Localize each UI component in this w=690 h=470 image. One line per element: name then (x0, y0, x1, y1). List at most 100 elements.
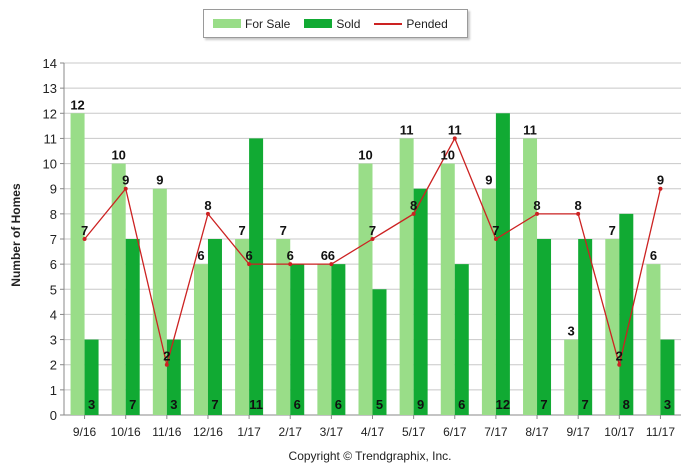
data-label-pended: 11 (448, 122, 462, 137)
bar-for-sale (440, 163, 455, 415)
bar-for-sale (358, 163, 373, 415)
data-label-sold: 9 (417, 397, 424, 412)
data-label-pended: 9 (657, 173, 664, 188)
legend-item-pended: Pended (374, 16, 448, 31)
y-tick-label: 14 (43, 56, 57, 71)
data-label-sold: 7 (211, 397, 218, 412)
data-label-pended: 9 (122, 173, 129, 188)
x-tick-label: 10/17 (604, 425, 634, 439)
x-tick-label: 3/17 (320, 425, 344, 439)
bar-sold (290, 264, 305, 415)
y-tick-label: 7 (50, 232, 57, 247)
data-label-for-sale: 7 (609, 223, 616, 238)
legend-label-sold: Sold (336, 16, 361, 31)
data-label-sold: 6 (458, 397, 465, 412)
y-tick-label: 2 (50, 358, 57, 373)
data-label-for-sale: 6 (321, 248, 328, 263)
point-pended (452, 136, 457, 141)
y-tick-label: 13 (43, 81, 57, 96)
legend-item-for-sale: For Sale (213, 17, 290, 31)
y-tick-label: 3 (50, 333, 57, 348)
point-pended (370, 237, 375, 241)
bar-for-sale (605, 239, 620, 415)
y-tick-label: 9 (50, 182, 57, 197)
legend-label-pended: Pended (406, 16, 448, 31)
x-tick-label: 9/16 (73, 425, 97, 439)
bar-sold (537, 239, 552, 415)
bar-sold (249, 138, 264, 415)
data-label-pended: 8 (204, 198, 211, 213)
bar-for-sale (481, 188, 496, 415)
data-label-sold: 6 (294, 397, 301, 412)
y-tick-label: 4 (50, 307, 57, 322)
point-pended (535, 211, 540, 216)
point-pended (123, 186, 128, 191)
data-label-pended: 6 (245, 248, 252, 263)
bar-for-sale (646, 264, 661, 415)
y-tick-label: 11 (44, 131, 58, 146)
y-tick-label: 1 (50, 383, 57, 398)
data-label-sold: 7 (129, 397, 136, 412)
y-tick-label: 12 (43, 106, 57, 121)
point-pended (82, 237, 87, 241)
bar-sold (660, 339, 675, 415)
data-label-sold: 12 (496, 397, 510, 412)
point-pended (493, 237, 498, 241)
point-pended (576, 211, 581, 216)
data-label-sold: 8 (623, 397, 630, 412)
data-label-for-sale: 11 (523, 122, 537, 137)
data-label-for-sale: 10 (111, 148, 125, 163)
data-label-pended: 6 (328, 248, 335, 263)
data-label-sold: 7 (540, 397, 547, 412)
data-label-for-sale: 6 (197, 248, 204, 263)
bar-sold (84, 339, 99, 415)
x-tick-label: 1/17 (237, 425, 261, 439)
copyright-footer: Copyright © Trendgraphix, Inc. (288, 449, 452, 463)
x-tick-label: 7/17 (484, 425, 508, 439)
legend-swatch-sold (304, 19, 333, 28)
bar-for-sale (399, 138, 414, 415)
data-label-pended: 6 (287, 248, 294, 263)
bar-sold (331, 264, 346, 415)
point-pended (247, 262, 252, 267)
legend-item-sold: Sold (304, 17, 360, 31)
point-pended (411, 211, 416, 216)
data-label-for-sale: 9 (156, 173, 163, 188)
data-label-sold: 6 (335, 397, 342, 412)
y-tick-label: 10 (43, 157, 57, 172)
bar-for-sale (70, 113, 85, 416)
y-tick-label: 8 (50, 207, 57, 222)
bar-for-sale (317, 264, 332, 415)
data-label-sold: 5 (376, 397, 383, 412)
point-pended (164, 362, 169, 367)
bar-for-sale (193, 264, 208, 415)
data-label-for-sale: 7 (280, 223, 287, 238)
point-pended (617, 362, 622, 367)
data-label-sold: 3 (664, 397, 671, 412)
data-label-for-sale: 10 (358, 148, 372, 163)
y-tick-label: 5 (50, 282, 57, 297)
y-axis-title: Number of Homes (9, 183, 23, 287)
bar-for-sale (111, 163, 126, 415)
data-label-sold: 3 (88, 397, 95, 412)
data-label-pended: 7 (81, 223, 88, 238)
x-tick-label: 8/17 (525, 425, 549, 439)
data-label-for-sale: 6 (650, 248, 657, 263)
data-label-for-sale: 11 (400, 122, 414, 137)
data-label-pended: 8 (410, 198, 417, 213)
y-tick-label: 6 (50, 257, 57, 272)
legend-swatch-for-sale (213, 19, 241, 28)
x-tick-label: 6/17 (443, 425, 467, 439)
x-tick-label: 9/17 (566, 425, 590, 439)
x-tick-label: 10/16 (111, 425, 141, 439)
x-tick-label: 11/17 (646, 425, 675, 439)
bar-sold (495, 113, 510, 416)
bar-sold (454, 264, 469, 415)
x-tick-label: 12/16 (193, 425, 223, 439)
data-label-pended: 2 (163, 349, 170, 364)
point-pended (329, 262, 334, 267)
point-pended (658, 186, 663, 191)
bar-sold (166, 339, 181, 415)
bar-sold (413, 188, 428, 415)
x-tick-label: 5/17 (402, 425, 426, 439)
